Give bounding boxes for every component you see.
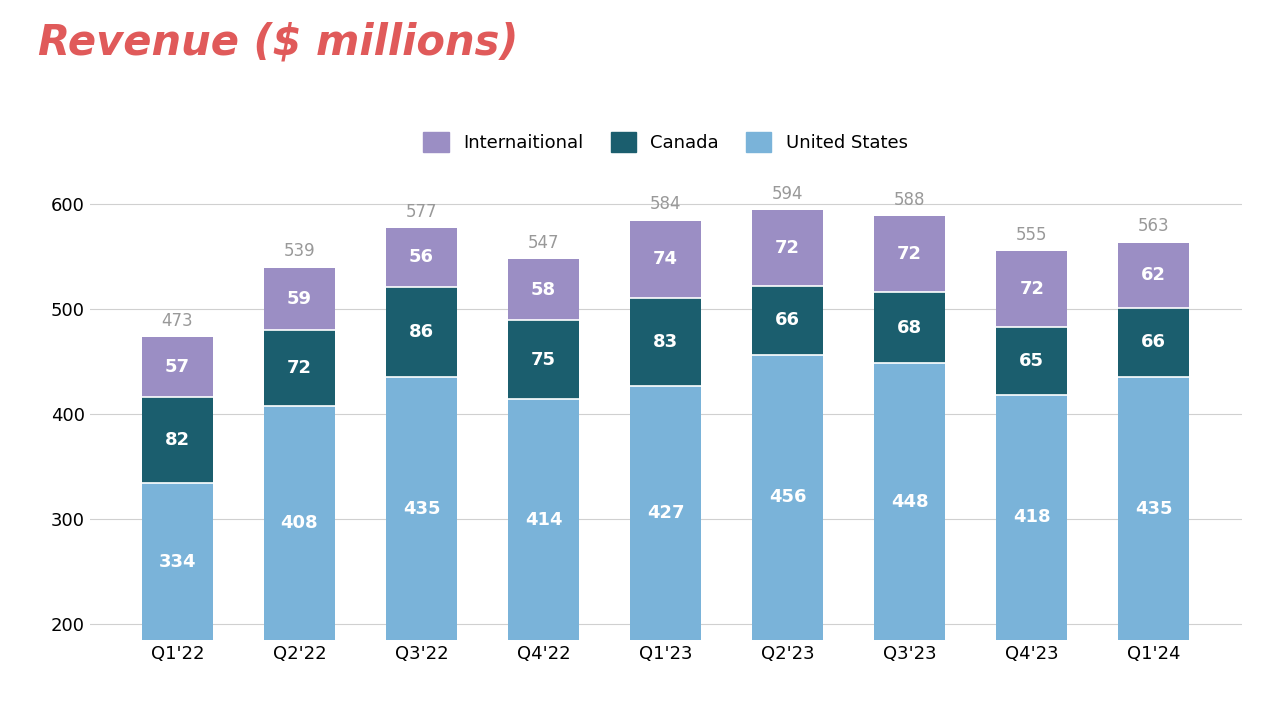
Bar <box>387 377 457 711</box>
Text: 435: 435 <box>403 500 440 518</box>
Text: 66: 66 <box>1142 333 1166 351</box>
Text: Revenue ($ millions): Revenue ($ millions) <box>38 21 518 63</box>
Bar <box>753 355 823 711</box>
Text: 72: 72 <box>897 245 922 263</box>
Text: 584: 584 <box>650 196 681 213</box>
Text: 65: 65 <box>1019 352 1044 370</box>
Text: 72: 72 <box>287 358 312 377</box>
Bar <box>874 216 945 292</box>
Bar <box>387 228 457 287</box>
Text: 62: 62 <box>1142 266 1166 284</box>
Bar <box>753 210 823 286</box>
Text: 414: 414 <box>525 510 562 528</box>
Bar <box>264 268 335 330</box>
Bar <box>630 220 701 299</box>
Text: 72: 72 <box>1019 280 1044 298</box>
Bar <box>142 397 212 483</box>
Text: 435: 435 <box>1135 500 1172 518</box>
Bar <box>142 337 212 397</box>
Text: 563: 563 <box>1138 218 1170 235</box>
Bar <box>630 299 701 385</box>
Text: 66: 66 <box>776 311 800 329</box>
Text: 57: 57 <box>165 358 189 376</box>
Bar <box>874 292 945 363</box>
Text: 427: 427 <box>646 503 685 522</box>
Text: 334: 334 <box>159 552 196 571</box>
Text: 72: 72 <box>776 239 800 257</box>
Text: 86: 86 <box>408 323 434 341</box>
Text: 58: 58 <box>531 281 556 299</box>
Legend: Internaitional, Canada, United States: Internaitional, Canada, United States <box>424 132 908 152</box>
Text: 547: 547 <box>527 234 559 252</box>
Text: 83: 83 <box>653 333 678 351</box>
Text: 74: 74 <box>653 250 678 269</box>
Text: 456: 456 <box>769 488 806 506</box>
Bar <box>508 321 579 399</box>
Text: 555: 555 <box>1016 225 1047 244</box>
Bar <box>996 326 1068 395</box>
Bar <box>387 287 457 377</box>
Bar <box>142 483 212 711</box>
Bar <box>874 363 945 711</box>
Bar <box>1119 242 1189 308</box>
Bar <box>264 330 335 405</box>
Bar <box>508 260 579 321</box>
Text: 418: 418 <box>1012 508 1051 526</box>
Bar <box>1119 377 1189 711</box>
Bar <box>1119 308 1189 377</box>
Text: 82: 82 <box>165 431 189 449</box>
Text: 56: 56 <box>410 248 434 267</box>
Text: 408: 408 <box>280 514 319 532</box>
Text: 75: 75 <box>531 351 556 369</box>
Bar <box>753 286 823 355</box>
Text: 588: 588 <box>893 191 925 209</box>
Bar <box>264 405 335 711</box>
Text: 448: 448 <box>891 493 928 510</box>
Text: 577: 577 <box>406 203 438 220</box>
Text: 539: 539 <box>284 242 315 260</box>
Text: 68: 68 <box>897 319 923 337</box>
Bar <box>996 251 1068 326</box>
Bar <box>996 395 1068 711</box>
Bar <box>630 385 701 711</box>
Text: 59: 59 <box>287 290 312 308</box>
Text: 473: 473 <box>161 312 193 330</box>
Bar <box>508 399 579 711</box>
Text: 594: 594 <box>772 185 804 203</box>
